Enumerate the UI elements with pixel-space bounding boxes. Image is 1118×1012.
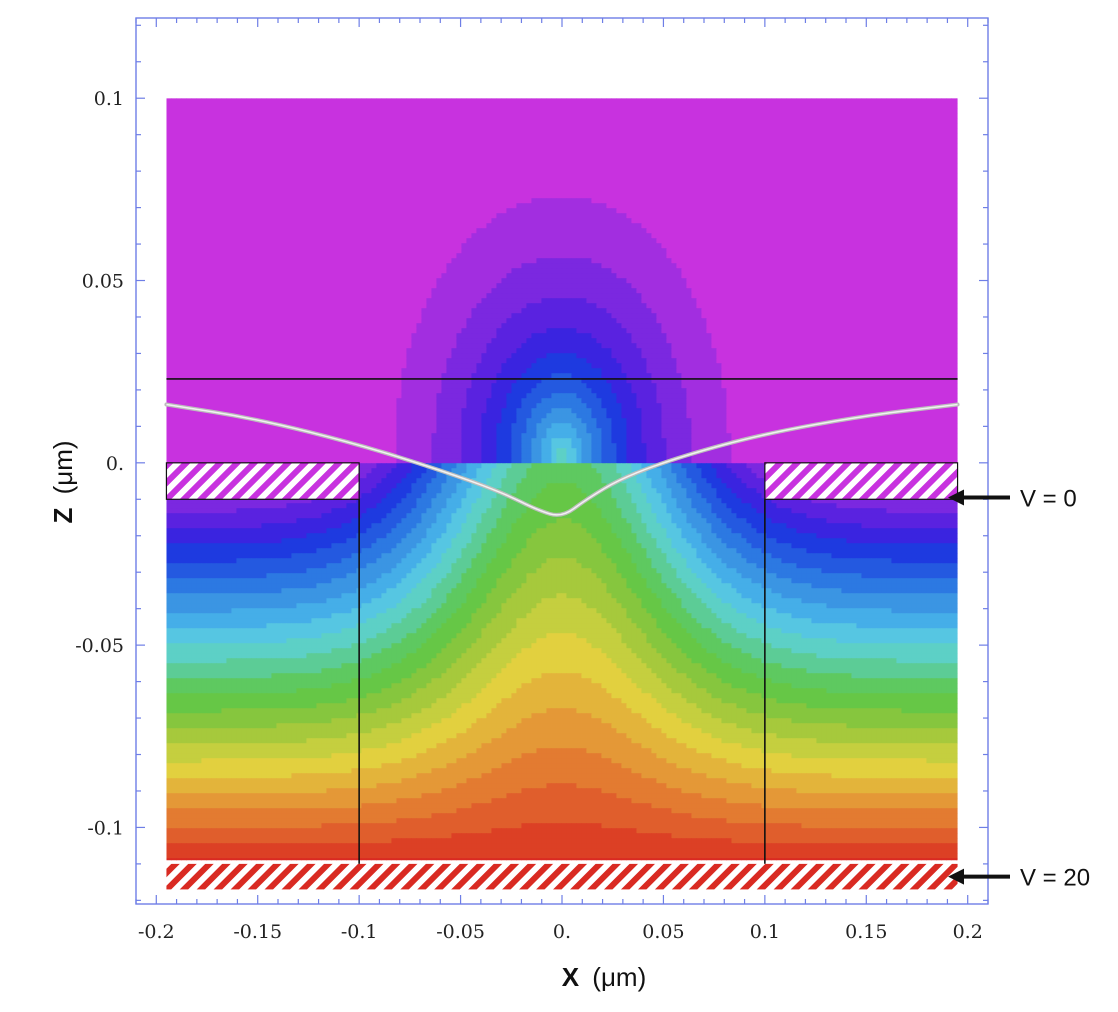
trajectory-highlight <box>166 403 958 516</box>
x-tick-label: 0.05 <box>642 921 684 943</box>
voltage-annotations: V = 0 V = 20 <box>948 485 1090 892</box>
electrodes <box>165 462 959 890</box>
x-tick-label: -0.1 <box>341 921 378 943</box>
electrode-top <box>165 462 360 500</box>
x-tick-label: -0.15 <box>233 921 282 943</box>
x-tick-label: 0.2 <box>953 921 983 943</box>
voltage-label: V = 0 <box>1020 485 1077 512</box>
x-tick-label: -0.2 <box>138 921 175 943</box>
electrode-bottom <box>166 863 958 890</box>
boundary-lines <box>166 378 958 864</box>
y-tick-label: -0.1 <box>87 817 124 839</box>
y-axis-ticks: 0.1 0.05 0. -0.05 -0.1 <box>75 88 124 839</box>
voltage-label: V = 20 <box>1020 865 1090 892</box>
y-tick-label: 0. <box>106 453 124 475</box>
plot-frame <box>135 17 989 905</box>
arrow-head-icon <box>948 489 964 506</box>
x-tick-label: 0. <box>553 921 571 943</box>
potential-field <box>166 98 958 861</box>
y-tick-label: 0.1 <box>94 88 124 110</box>
x-tick-label: 0.1 <box>750 921 780 943</box>
arrow-head-icon <box>948 868 964 885</box>
trajectory-curve <box>164 402 960 517</box>
x-tick-label: 0.15 <box>845 921 887 943</box>
x-tick-label: -0.05 <box>436 921 485 943</box>
x-axis-ticks: -0.2 -0.15 -0.1 -0.05 0. 0.05 0.1 0.15 0.2 <box>138 921 983 943</box>
y-axis-title: Z (μm) <box>48 440 78 523</box>
voltage-annotation: V = 20 <box>948 865 1090 892</box>
y-tick-label: -0.05 <box>75 635 124 657</box>
electrode-top <box>764 462 959 500</box>
y-tick-label: 0.05 <box>82 271 124 293</box>
voltage-annotation: V = 0 <box>948 485 1077 512</box>
x-axis-title: X (μm) <box>562 962 647 992</box>
